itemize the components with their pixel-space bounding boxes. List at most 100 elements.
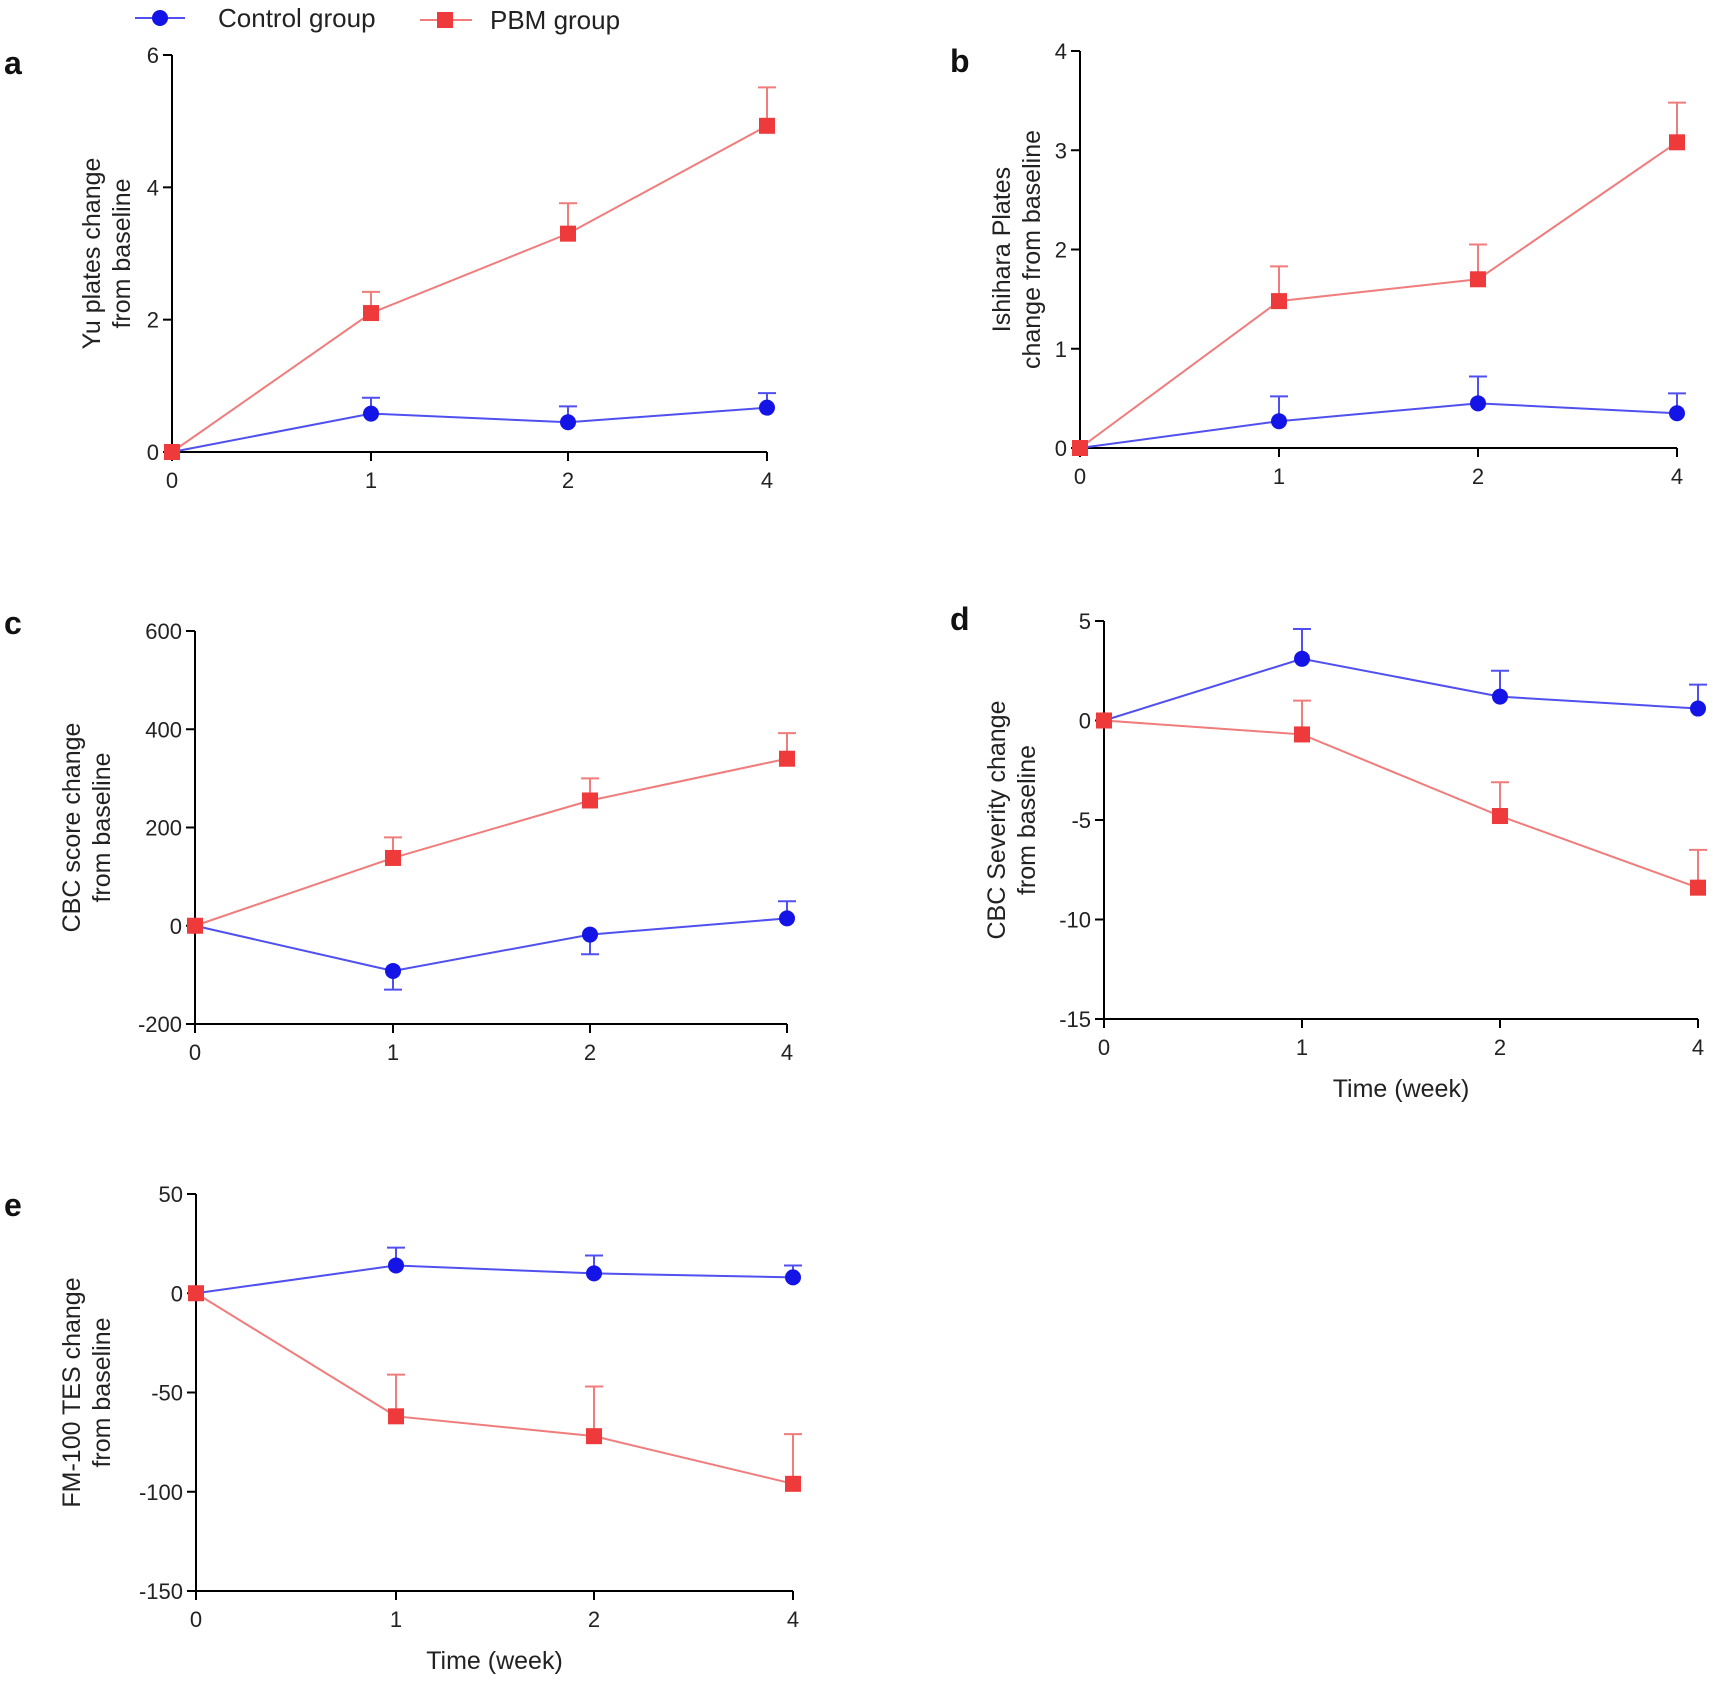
data-point [779, 750, 795, 767]
data-point [582, 792, 598, 809]
x-tick-label: 1 [390, 1607, 402, 1632]
data-point [586, 1265, 602, 1282]
series-control [188, 1246, 802, 1302]
data-point [1470, 271, 1486, 288]
y-tick-label: 0 [1055, 436, 1067, 461]
data-point [582, 926, 598, 943]
x-tick-label: 4 [1671, 464, 1683, 489]
y-tick-label: -50 [151, 1381, 183, 1406]
data-point [1669, 405, 1685, 422]
y-tick-label: -5 [1071, 808, 1091, 833]
x-tick-label: 4 [787, 1607, 799, 1632]
y-axis-title: change from baseline [1018, 130, 1046, 369]
y-tick-label: -100 [139, 1480, 183, 1505]
data-point [759, 117, 775, 134]
data-point [1096, 712, 1112, 729]
data-point [1690, 700, 1706, 717]
data-point [759, 399, 775, 416]
y-tick-label: -150 [139, 1579, 183, 1604]
x-tick-label: 1 [365, 468, 377, 493]
y-tick-label: 2 [147, 308, 159, 333]
data-point [1492, 808, 1508, 825]
legend: Control group PBM group [135, 3, 620, 35]
series-control [1072, 375, 1686, 456]
series-line [171, 124, 768, 453]
y-tick-label: 3 [1055, 138, 1067, 163]
series-pbm [1096, 699, 1707, 896]
x-tick-label: 2 [562, 468, 574, 493]
data-point [388, 1257, 404, 1274]
x-tick-label: 4 [761, 468, 773, 493]
x-tick-label: 2 [584, 1040, 596, 1065]
data-point [187, 917, 203, 934]
data-point [1294, 650, 1310, 667]
panel-letter-d: d [950, 601, 970, 637]
data-point [385, 962, 401, 979]
y-tick-label: 200 [145, 816, 182, 841]
x-tick-label: 4 [781, 1040, 793, 1065]
data-point [1271, 293, 1287, 310]
series-line [195, 1292, 794, 1485]
y-tick-label: 1 [1055, 337, 1067, 362]
legend-item-pbm: PBM group [420, 5, 620, 35]
x-tick-label: 2 [1472, 464, 1484, 489]
series-line [195, 1264, 794, 1295]
series-line [194, 757, 788, 927]
series-control [187, 900, 796, 991]
y-tick-label: -200 [138, 1012, 182, 1037]
data-point [586, 1428, 602, 1445]
x-tick-label: 0 [1074, 464, 1086, 489]
y-axis-title: from baseline [108, 178, 136, 328]
data-point [1294, 726, 1310, 743]
y-tick-label: 2 [1055, 238, 1067, 263]
legend-pbm-label: PBM group [490, 5, 620, 35]
y-axis-title: from baseline [1013, 745, 1041, 895]
data-point [1271, 413, 1287, 430]
chart-panel-d: d -15 -10 -5 0 5 0 1 2 4 CBC Severity change from b… [950, 601, 1707, 1103]
x-axis-title: Time (week) [426, 1647, 563, 1675]
y-tick-label: 0 [147, 440, 159, 465]
y-tick-label: -10 [1059, 908, 1091, 933]
y-tick-label: -15 [1059, 1007, 1091, 1032]
chart-panel-b: b 0 1 2 3 4 0 1 2 4 Ishihara Plates change from bas… [950, 39, 1686, 489]
x-tick-label: 0 [1098, 1035, 1110, 1060]
data-point [785, 1269, 801, 1286]
chart-panel-a: a 0 2 4 6 0 1 2 4 Yu plates change from baseline [4, 43, 776, 493]
data-point [1470, 395, 1486, 412]
y-tick-label: 4 [1055, 39, 1067, 64]
series-line [1079, 402, 1678, 449]
series-pbm [187, 732, 796, 934]
x-tick-label: 0 [189, 1040, 201, 1065]
x-tick-label: 0 [190, 1607, 202, 1632]
chart-panel-e: e -150 -100 -50 0 50 0 1 2 4 FM-100 TES change from… [4, 1182, 802, 1675]
y-axis-title: CBC score change [58, 723, 86, 933]
x-tick-label: 2 [1494, 1035, 1506, 1060]
y-tick-label: 6 [147, 43, 159, 68]
series-line [1079, 141, 1678, 449]
series-control [1096, 627, 1707, 729]
x-tick-label: 1 [1296, 1035, 1308, 1060]
chart-panel-c: c -200 0 200 400 600 0 1 2 4 CBC score change from … [4, 605, 796, 1065]
data-point [785, 1475, 801, 1492]
data-point [164, 444, 180, 460]
y-tick-label: 50 [159, 1182, 183, 1207]
legend-item-control: Control group [135, 3, 376, 33]
x-tick-label: 1 [387, 1040, 399, 1065]
x-tick-label: 2 [588, 1607, 600, 1632]
y-axis-title: FM-100 TES change [58, 1277, 86, 1507]
data-point [363, 405, 379, 422]
y-axis-title: from baseline [88, 1317, 116, 1467]
data-point [1072, 440, 1088, 456]
y-tick-label: 0 [170, 914, 182, 939]
data-point [188, 1285, 204, 1302]
y-tick-label: 0 [1079, 709, 1091, 734]
panel-letter-a: a [4, 45, 22, 81]
series-pbm [188, 1285, 802, 1492]
y-tick-label: 400 [145, 717, 182, 742]
series-line [194, 917, 788, 972]
x-tick-label: 1 [1273, 464, 1285, 489]
panel-letter-e: e [4, 1187, 22, 1223]
series-pbm [164, 86, 776, 460]
data-point [385, 849, 401, 866]
x-axis-title: Time (week) [1333, 1075, 1470, 1103]
